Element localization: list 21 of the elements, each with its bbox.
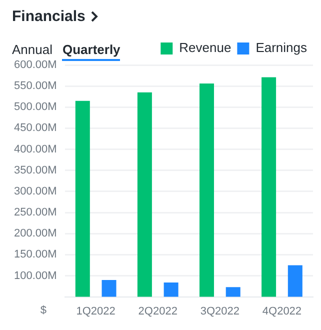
y-tick-label: 450.00M: [14, 122, 57, 134]
y-tick-label: 250.00M: [14, 206, 57, 219]
y-tick-label: 350.00M: [14, 164, 57, 176]
y-tick-label: 200.00M: [14, 228, 57, 240]
y-tick-label: 150.00M: [14, 248, 57, 261]
y-tick-label: 300.00M: [14, 185, 57, 198]
y-tick-label: 600.00M: [14, 59, 57, 72]
x-tick-label: 4Q2022: [262, 305, 302, 318]
chart-title: Financials: [12, 8, 86, 25]
text: Annual: [12, 42, 52, 59]
y-tick-label: 100.00M: [14, 270, 57, 282]
y-tick-label: 500.00M: [14, 101, 57, 114]
y-axis-title: $: [40, 304, 46, 316]
legend-label: Earnings: [256, 40, 308, 56]
text: Quarterly: [62, 42, 120, 61]
x-tick-label: 3Q2022: [200, 305, 240, 318]
x-tick-label: 2Q2022: [138, 305, 178, 318]
legend-label: Revenue: [179, 40, 232, 56]
y-tick-label: 400.00M: [14, 143, 57, 156]
y-tick-label: 550.00M: [14, 80, 57, 92]
x-tick-label: 1Q2022: [76, 305, 116, 318]
